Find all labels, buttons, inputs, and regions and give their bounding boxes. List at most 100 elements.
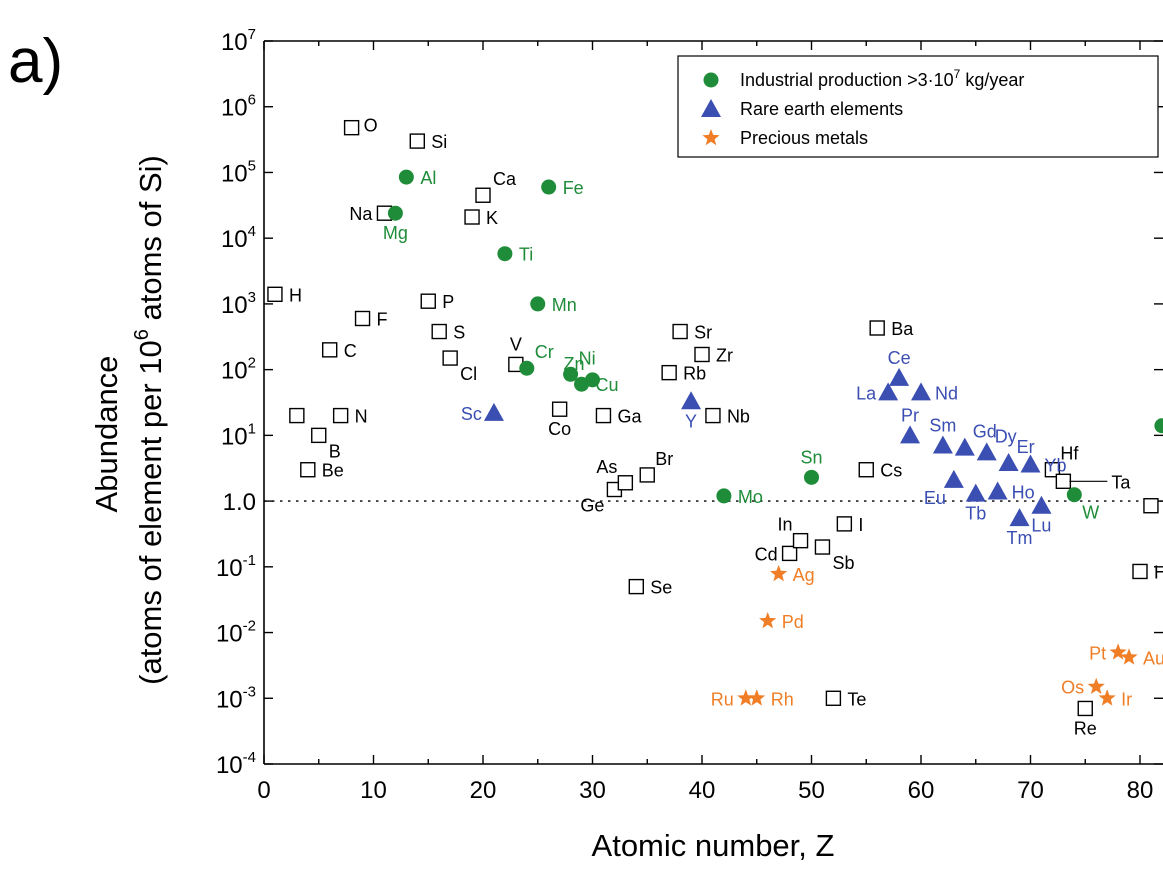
filled-triangle-marker (998, 452, 1019, 471)
point-tm: Tm (1007, 508, 1033, 548)
filled-circle-marker (497, 246, 513, 262)
point-f: F (354, 309, 388, 329)
x-tick-label: 40 (689, 777, 716, 804)
filled-triangle-marker (701, 99, 721, 117)
x-tick-label: 60 (908, 777, 935, 804)
y-tick-exponent: 2 (248, 355, 256, 372)
filled-triangle-marker (954, 437, 975, 456)
open-square-marker (332, 407, 349, 424)
filled-circle-marker (541, 179, 557, 195)
filled-circle-marker (530, 296, 546, 312)
open-square-marker (322, 342, 338, 358)
point-au: Au (1120, 648, 1163, 668)
point-rb: Rb (661, 364, 706, 384)
filled-triangle-marker (911, 382, 931, 401)
point-label: V (510, 334, 522, 354)
filled-circle-marker (716, 488, 732, 504)
legend-box (677, 55, 1159, 158)
filled-triangle-marker (483, 402, 504, 421)
y-tick-exponent: 3 (248, 289, 256, 306)
y-tick-label: 105 (221, 157, 256, 187)
point-sc: Sc (461, 402, 504, 424)
point-label: Sm (929, 416, 956, 436)
point-label: Mo (738, 487, 763, 507)
filled-triangle-marker (878, 382, 899, 401)
point-br: Br (639, 449, 673, 483)
point-label: Eu (924, 488, 946, 508)
filled-circle-marker (804, 469, 819, 485)
open-square-marker (595, 407, 612, 424)
point-pt: Pt (1089, 643, 1127, 663)
point-sn: Sn (800, 447, 823, 485)
point-k: K (464, 208, 498, 228)
open-square-marker (267, 286, 283, 303)
point-lu: Lu (1031, 495, 1051, 536)
y-tick-base: 10 (221, 160, 248, 187)
point-ga: Ga (595, 407, 642, 427)
point-label: Cd (755, 544, 778, 564)
point-sm: Sm (929, 416, 956, 454)
y-tick-exponent: -2 (243, 618, 256, 635)
filled-triangle-marker (987, 481, 1008, 500)
point-label: Y (685, 411, 697, 431)
y-tick-exponent: 4 (248, 223, 256, 240)
y-tick-label: 101 (221, 420, 256, 450)
y-tick-exponent: -1 (243, 552, 256, 569)
legend-exponent: 7 (954, 67, 961, 81)
open-square-marker (858, 462, 874, 478)
filled-triangle-marker (1009, 508, 1030, 527)
y-tick-label: 104 (221, 223, 256, 253)
y-tick-exponent: 7 (248, 26, 256, 43)
filled-star-marker (759, 612, 777, 629)
point-mg: Mg (383, 205, 408, 243)
point-in: In (778, 515, 809, 549)
point-ti: Ti (497, 245, 533, 265)
filled-star-marker (737, 689, 755, 706)
y-axis-title-bottom-group: (atoms of element per 106 atoms of Si) (131, 155, 168, 685)
x-axis-ticks: 0102030405060708090 (257, 41, 1153, 804)
point-ir: Ir (1098, 689, 1132, 709)
point-label: Ir (1121, 689, 1132, 709)
y-axis-title-top: Abundance (89, 356, 124, 513)
point-label: Ba (891, 319, 914, 339)
y-tick-label: 102 (221, 355, 256, 385)
point-label: C (344, 341, 357, 361)
y-axis-title-exponent: 6 (131, 329, 153, 340)
point-label: I (858, 515, 863, 535)
open-square-marker (343, 119, 360, 136)
point-label: Cs (880, 461, 902, 481)
panel-label: a) (8, 27, 63, 96)
point-label: Ru (711, 689, 734, 709)
open-square-marker (354, 310, 371, 327)
point-label: Ge (580, 496, 604, 516)
open-square-marker (464, 209, 480, 225)
point-te: Te (825, 689, 866, 709)
y-tick-exponent: 5 (248, 157, 256, 174)
point-cs: Cs (858, 461, 902, 481)
point-label: Ag (793, 565, 815, 585)
open-square-marker (1143, 498, 1159, 514)
open-square-marker (289, 407, 305, 424)
filled-star-marker (1098, 689, 1116, 706)
open-square-marker (869, 320, 885, 336)
point-la: La (856, 382, 899, 403)
filled-circle-marker (1066, 487, 1082, 503)
plot-frame (263, 40, 1163, 765)
y-tick-base: 10 (216, 752, 243, 779)
x-tick-label: 0 (257, 777, 270, 804)
point-label: Si (431, 132, 447, 152)
y-axis-title-part-2: atoms of Si) (133, 155, 168, 329)
point-yb: Yb (1020, 454, 1067, 476)
point-label: K (486, 208, 498, 228)
point-nd: Nd (911, 382, 958, 403)
point-label: Yb (1045, 456, 1067, 476)
point-cl: Cl (442, 350, 477, 384)
legend-entry-industrial: Industrial production >3·107 kg/year (740, 67, 1024, 90)
point-sb: Sb (814, 539, 854, 573)
point-si: Si (409, 132, 447, 152)
y-tick-base: 10 (216, 686, 243, 713)
point-al: Al (398, 168, 436, 188)
point-p: P (420, 292, 454, 312)
open-square-marker (694, 346, 710, 363)
